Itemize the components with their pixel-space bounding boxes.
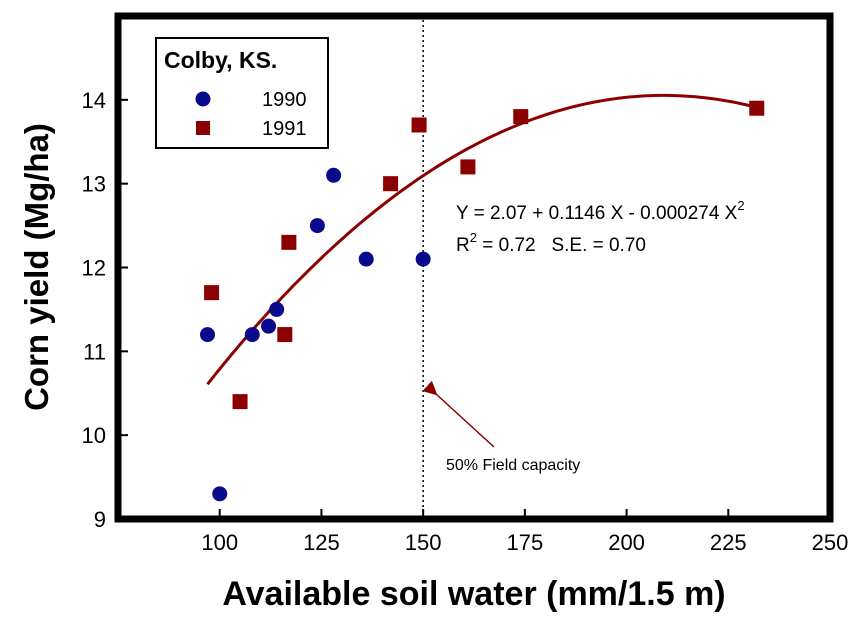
point-1991 — [749, 100, 765, 116]
point-1990 — [309, 218, 325, 234]
y-axis-title: Corn yield (Mg/ha) — [18, 123, 55, 411]
x-tick-label: 100 — [201, 530, 238, 555]
y-tick-label: 9 — [94, 507, 106, 532]
point-1990 — [244, 327, 260, 343]
x-tick-label: 125 — [303, 530, 340, 555]
legend: Colby, KS. 1990 1991 — [155, 37, 329, 149]
y-tick-label: 13 — [82, 172, 106, 197]
tick-labels: 100 125 150 175 200 225 250 9 10 11 12 13 14 — [82, 88, 849, 555]
axis-ticks — [118, 98, 831, 520]
x-tick-label: 200 — [608, 530, 645, 555]
y-tick-label: 12 — [82, 256, 106, 281]
x-tick-label: 225 — [710, 530, 747, 555]
point-1990 — [261, 318, 277, 334]
point-1991 — [460, 159, 476, 175]
y-tick-label: 11 — [83, 339, 106, 364]
data-points — [200, 100, 765, 502]
regression-equation: Y = 2.07 + 0.1146 X - 0.000274 X2 — [456, 198, 745, 224]
point-1991 — [232, 394, 248, 410]
point-1990 — [212, 486, 228, 502]
x-tick-label: 250 — [812, 530, 849, 555]
y-tick-label: 10 — [82, 423, 106, 448]
x-tick-label: 150 — [405, 530, 442, 555]
field-capacity-arrow — [422, 380, 495, 448]
point-1990 — [269, 301, 285, 317]
point-1991 — [383, 176, 399, 192]
point-1990 — [200, 327, 216, 343]
field-capacity-label: 50% Field capacity — [446, 457, 580, 474]
x-axis-title: Available soil water (mm/1.5 m) — [222, 575, 725, 613]
y-tick-label: 14 — [82, 88, 106, 113]
point-1990 — [326, 167, 342, 183]
point-1991 — [281, 234, 297, 250]
point-1991 — [513, 109, 529, 125]
regression-stats: R2 = 0.72 S.E. = 0.70 — [456, 230, 646, 256]
legend-label-1991: 1991 — [262, 118, 307, 140]
legend-label-1990: 1990 — [262, 89, 307, 111]
point-1991 — [277, 327, 293, 343]
quadratic-fit-curve — [206, 93, 758, 386]
point-1990 — [415, 251, 431, 267]
point-1990 — [358, 251, 374, 267]
legend-marker-1991 — [196, 121, 210, 135]
legend-box — [155, 37, 329, 149]
point-1991 — [411, 117, 427, 133]
point-1991 — [204, 285, 220, 301]
x-tick-label: 175 — [506, 530, 543, 555]
legend-title: Colby, KS. — [164, 47, 277, 73]
legend-marker-1990 — [195, 91, 211, 107]
